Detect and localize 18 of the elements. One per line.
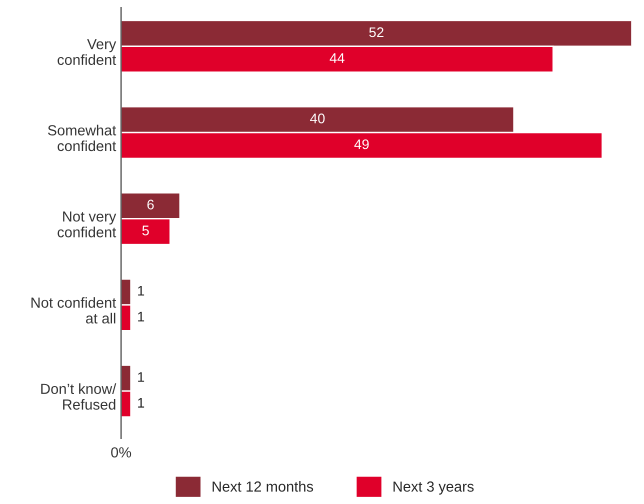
data-label: 1 (138, 286, 144, 296)
data-label: 1 (138, 398, 144, 408)
data-label: 44 (330, 53, 344, 63)
y-tick-label: Somewhat confident (48, 124, 116, 152)
data-label: 40 (310, 113, 325, 124)
data-label: 1 (138, 372, 144, 382)
data-label: 1 (138, 312, 144, 322)
y-tick-label: Not confident at all (31, 297, 116, 324)
legend-label: Next 3 years (394, 481, 474, 495)
data-label: 5 (142, 226, 149, 236)
text: 0% (111, 447, 132, 458)
data-label: 49 (354, 139, 369, 150)
y-tick-label: Very confident (58, 39, 116, 65)
data-label: 6 (147, 200, 154, 210)
data-label: 52 (369, 27, 384, 38)
legend-label: Next 12 months (212, 481, 314, 492)
y-tick-label: Don’t know/ Refused (41, 383, 116, 410)
y-tick-label: Not very confident (58, 211, 116, 238)
